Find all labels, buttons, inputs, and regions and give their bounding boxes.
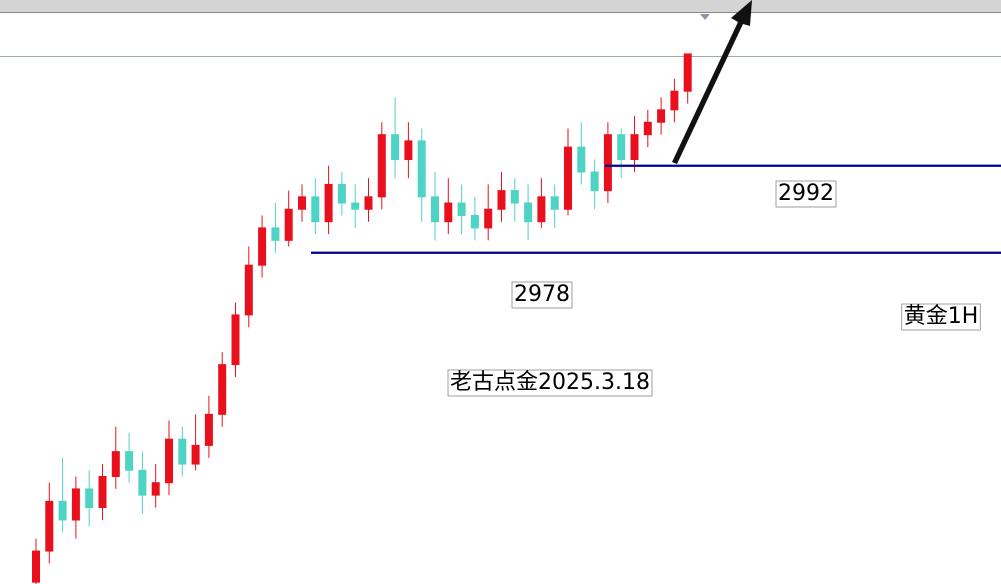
candle-body: [32, 550, 40, 583]
candle-body: [484, 208, 493, 229]
candle-body: [590, 171, 599, 192]
candle-body: [497, 190, 506, 210]
candle-body: [377, 134, 386, 198]
label-box: [901, 303, 981, 331]
candle-body: [218, 364, 227, 415]
candle-body: [71, 488, 80, 521]
candle-body: [537, 196, 546, 223]
level-label: 2978: [514, 282, 570, 307]
candle-body: [244, 264, 253, 316]
labels: 2992 2978 黄金1H 老古点金2025.3.18: [447, 180, 981, 397]
candle-body: [58, 500, 67, 521]
candle-body: [204, 413, 213, 446]
candle-body: [165, 438, 173, 484]
candle-body: [125, 451, 134, 471]
candle-body: [617, 134, 626, 161]
candle-body: [85, 488, 94, 509]
candle-body: [231, 314, 240, 366]
candle-body: [324, 183, 333, 223]
candles: [32, 53, 692, 584]
candle-body: [643, 121, 652, 136]
candle-body: [470, 214, 479, 229]
candle-body: [337, 183, 346, 204]
candle-body: [603, 134, 612, 192]
candle-body: [258, 227, 267, 266]
candle-body: [178, 438, 187, 465]
candle-body: [524, 202, 533, 223]
arrow: [672, 0, 752, 164]
candle-body: [457, 202, 466, 216]
candle-body: [351, 202, 360, 210]
candle-body: [98, 475, 107, 509]
candle-body: [45, 500, 54, 552]
label-box: [511, 281, 573, 309]
candle-body: [311, 196, 320, 223]
candle-body: [683, 53, 692, 92]
candle-body: [431, 196, 439, 223]
levels: [311, 164, 1001, 254]
candle-body: [417, 140, 426, 198]
candle-body: [510, 190, 519, 204]
candle-body: [191, 444, 200, 465]
candle-body: [151, 482, 160, 496]
candle-body: [670, 90, 679, 111]
candle-body: [657, 109, 666, 123]
candle-body: [298, 196, 306, 210]
candle-body: [444, 202, 453, 223]
label-box: [775, 180, 837, 208]
level-label: 2992: [778, 181, 834, 206]
window-bar: [0, 0, 1001, 12]
candle-body: [630, 134, 639, 161]
symbol-label: 黄金1H: [904, 304, 979, 329]
candle-body: [404, 140, 413, 161]
label-box: [447, 369, 653, 397]
watermark: 老古点金2025.3.18: [450, 370, 650, 395]
candle-body: [577, 146, 586, 173]
candle-body: [550, 196, 559, 210]
candle-body: [564, 146, 572, 210]
candle-body: [111, 451, 120, 477]
candle-body: [271, 227, 280, 241]
candle-body: [284, 208, 293, 241]
candle-body: [391, 134, 400, 161]
candle-body: [138, 469, 147, 496]
scroll-marker: [700, 14, 710, 20]
candle-body: [364, 196, 373, 210]
